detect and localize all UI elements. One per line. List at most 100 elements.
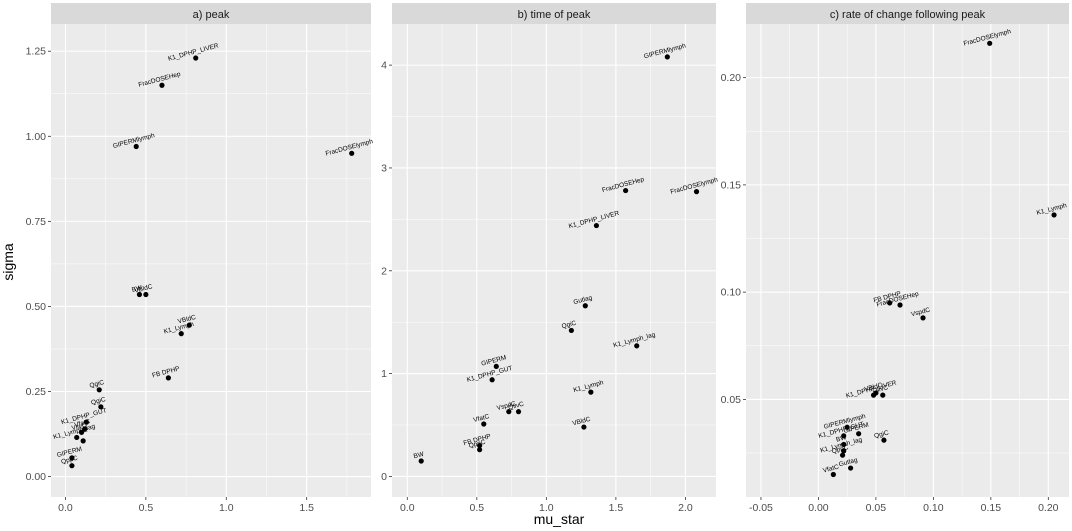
data-point <box>1051 212 1057 218</box>
point-label: VBldC <box>177 314 197 326</box>
point-label: VfatC <box>473 413 491 424</box>
data-point <box>78 429 85 435</box>
data-point <box>82 426 88 432</box>
point-label: VfatC <box>822 463 840 474</box>
data-point <box>841 441 847 448</box>
data-point <box>881 437 887 443</box>
y-tick-label: 4 <box>381 60 387 72</box>
x-tick-label: 0.20 <box>1038 502 1059 514</box>
x-tick-label: 1.5 <box>299 502 314 514</box>
data-point <box>588 389 594 395</box>
data-point <box>489 377 495 383</box>
x-tick-label: 0.15 <box>981 502 1002 514</box>
data-point <box>186 322 192 328</box>
panel-3: c) rate of change following peak -0.05 0.0… <box>721 3 1069 514</box>
data-point <box>887 300 893 306</box>
point-label: VBldC <box>864 382 884 394</box>
x-tick-label: 0.10 <box>923 502 944 514</box>
data-point <box>418 458 424 464</box>
data-point <box>841 433 847 439</box>
strip-background <box>392 3 716 24</box>
data-point <box>477 447 483 453</box>
point-label: QlivC <box>508 401 525 412</box>
data-point <box>80 438 86 444</box>
point-label: BW <box>131 284 144 294</box>
data-point <box>880 392 886 398</box>
point-label: QppC <box>60 455 79 466</box>
strip-background <box>51 3 371 24</box>
point-label: VspdC <box>910 306 931 318</box>
data-point <box>69 455 75 461</box>
panel-1: a) peak 0.0 0.5 1.0 1.5 0.00 0.25 0.50 0.75 1.00 1… <box>26 3 374 514</box>
y-tick-label: 1 <box>381 368 387 380</box>
point-label: QppC <box>468 439 487 450</box>
data-point <box>83 419 89 425</box>
x-tick-label: 1.0 <box>539 502 554 514</box>
data-point <box>98 404 104 410</box>
data-point <box>568 327 574 334</box>
data-point <box>178 331 184 337</box>
y-tick-label: 2 <box>381 265 387 277</box>
data-point <box>477 442 483 449</box>
y-tick-label: 0.15 <box>721 179 742 191</box>
data-point <box>839 452 846 458</box>
x-tick-label: 1.0 <box>219 502 234 514</box>
point-label: VspdC <box>496 400 517 412</box>
point-label: QgiC <box>873 429 889 440</box>
y-tick-label: 0.00 <box>26 471 47 483</box>
data-point <box>841 448 847 454</box>
data-point <box>693 189 700 195</box>
y-tick-label: 0 <box>381 471 387 483</box>
strip-title: b) time of peak <box>518 9 591 21</box>
x-tick-label: 1.5 <box>609 502 624 514</box>
data-point <box>593 222 600 229</box>
panel-background <box>51 24 371 497</box>
data-point <box>634 343 640 349</box>
x-axis-title: mu_star <box>534 511 585 527</box>
data-point <box>143 291 149 298</box>
data-point <box>897 302 903 308</box>
point-label: VfatC <box>74 418 92 429</box>
data-point <box>664 54 670 60</box>
y-tick-label: 3 <box>381 162 387 174</box>
y-tick-label: 1.25 <box>26 46 47 58</box>
data-point <box>581 424 587 430</box>
data-point <box>515 409 522 415</box>
point-label: Gutlag <box>838 457 859 469</box>
y-tick-label: 0.25 <box>26 386 47 398</box>
point-label: VBldC <box>572 416 592 428</box>
point-label: QgiC <box>89 379 105 390</box>
strip-background <box>746 3 1069 24</box>
data-point <box>481 421 487 427</box>
data-point <box>96 387 102 393</box>
data-point <box>873 390 879 396</box>
data-point <box>830 471 836 478</box>
x-tick-label: 0.5 <box>470 502 485 514</box>
point-label: VlivC <box>71 421 88 432</box>
x-tick-label: 0.00 <box>808 502 829 514</box>
x-tick-label: 0.05 <box>866 502 887 514</box>
strip-title: c) rate of change following peak <box>830 9 986 21</box>
panel-background <box>392 24 716 497</box>
x-tick-label: -0.05 <box>749 502 773 514</box>
data-point <box>844 424 850 430</box>
data-point <box>74 434 80 441</box>
data-point <box>159 82 165 88</box>
strip-title: a) peak <box>193 9 230 21</box>
point-label: QgiC <box>90 396 106 407</box>
data-point <box>987 40 993 46</box>
x-tick-label: 2.0 <box>678 502 693 514</box>
data-point <box>920 315 926 321</box>
y-tick-label: 0.10 <box>721 287 742 299</box>
y-tick-label: 1.00 <box>26 131 47 143</box>
point-label: Gutlag <box>573 294 594 306</box>
data-point <box>582 303 588 309</box>
x-tick-label: 0.5 <box>139 502 154 514</box>
y-axis-title: sigma <box>0 243 16 281</box>
data-point <box>193 55 199 61</box>
point-label: BW <box>413 451 426 461</box>
point-label: QppC <box>831 444 850 455</box>
